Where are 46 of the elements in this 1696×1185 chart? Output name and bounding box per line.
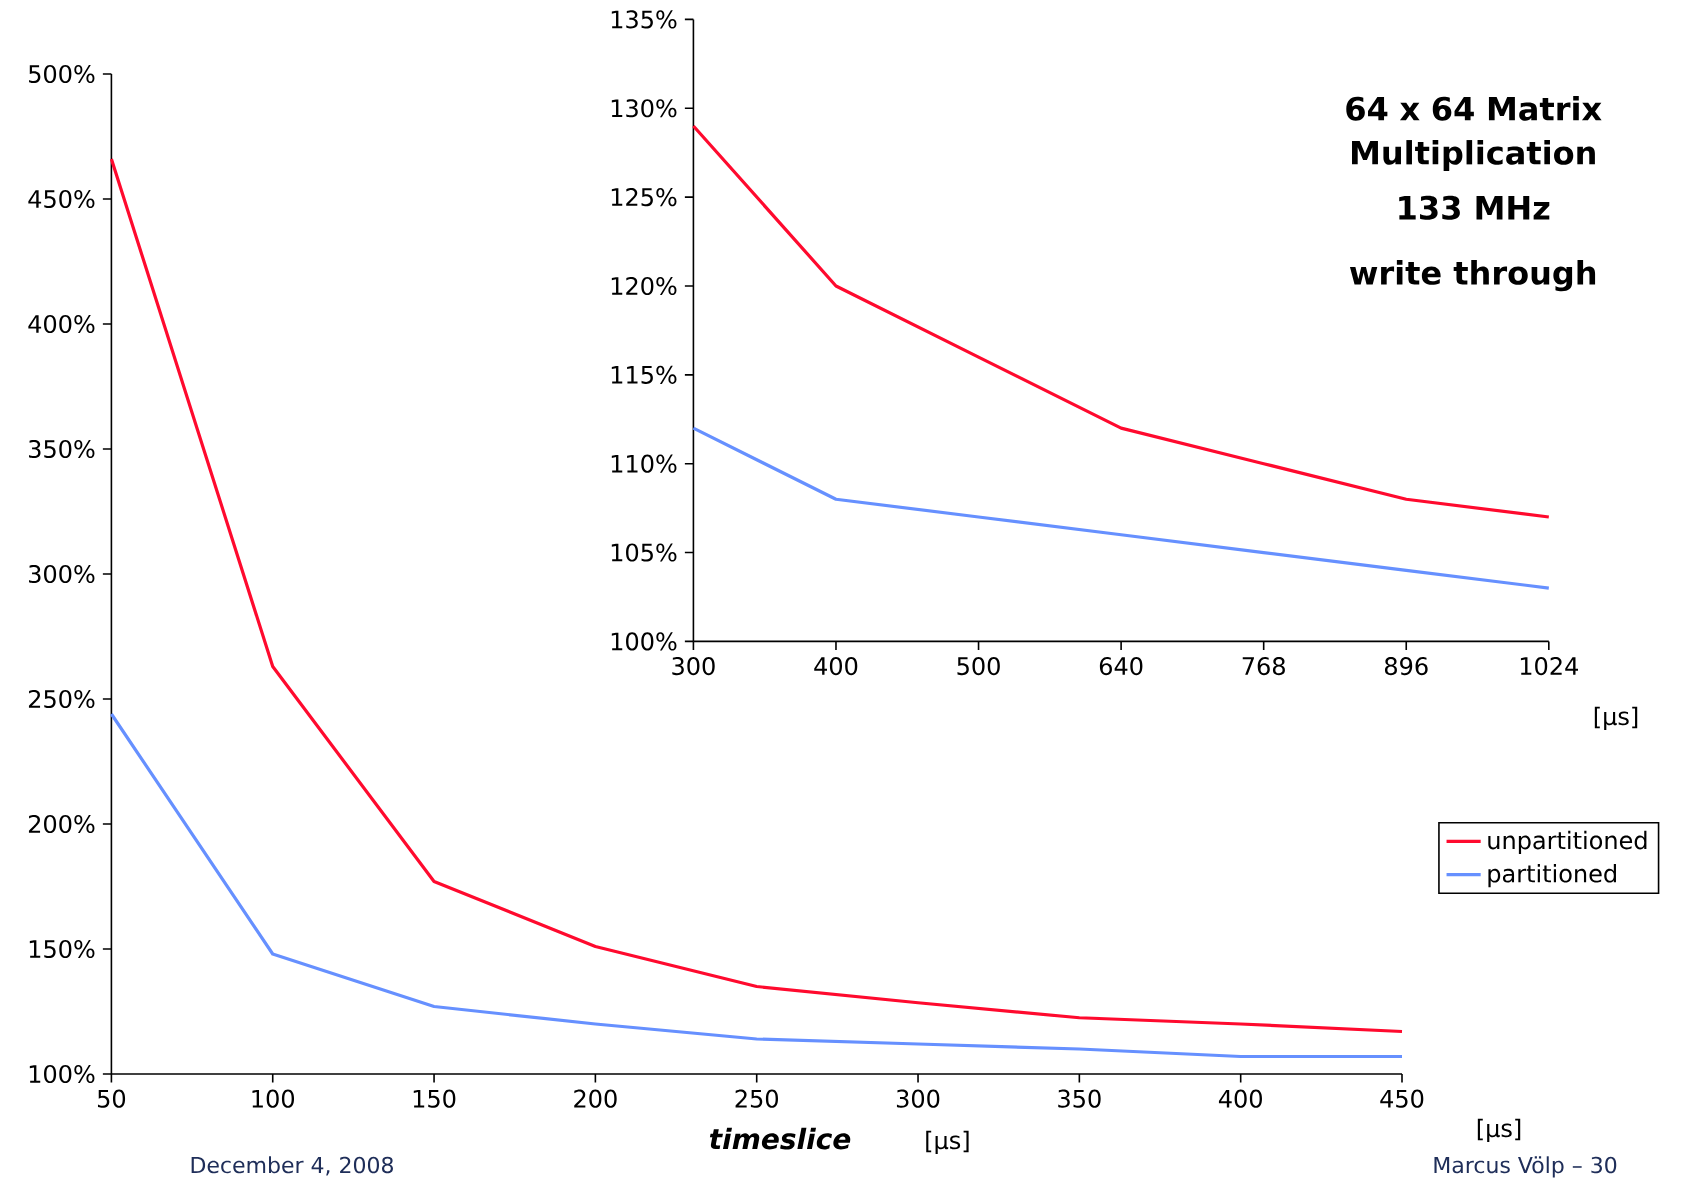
y-tick-label: 450%	[28, 189, 95, 209]
legend-label: partitioned	[1488, 864, 1616, 888]
y-tick-label: 100%	[611, 632, 677, 651]
x-tick-label: 768	[1242, 657, 1285, 676]
x-tick-label: 450	[1380, 1089, 1424, 1108]
text: 133 MHz	[1399, 195, 1550, 220]
x-tick-label: 250	[735, 1089, 778, 1108]
x-tick-label: 500	[957, 657, 1000, 676]
y-tick-label: 135%	[611, 10, 677, 29]
x-tick-label: 50	[97, 1089, 126, 1108]
text: [µs]	[1477, 1118, 1521, 1142]
y-tick-label: 115%	[611, 365, 677, 384]
text: December 4, 2008	[191, 1156, 393, 1176]
x-axis-title: [µs]	[1594, 706, 1638, 730]
legend-label: unpartitioned	[1488, 830, 1647, 855]
x-axis-title: timeslice	[709, 1127, 851, 1150]
x-tick-label: 896	[1384, 657, 1428, 676]
y-tick-label: 105%	[611, 543, 677, 562]
y-tick-label: 500%	[29, 64, 95, 84]
x-tick-label: 300	[672, 657, 715, 676]
annotation: write through	[1349, 260, 1596, 292]
text: Marcus Völp – 30	[1434, 1156, 1617, 1178]
x-tick-label: 150	[413, 1089, 456, 1108]
y-tick-label: 250%	[28, 689, 95, 709]
text: 64 x 64 Matrix Multiplication	[1346, 96, 1602, 172]
x-tick-label: 640	[1099, 657, 1143, 676]
y-tick-label: 100%	[29, 1064, 95, 1084]
y-tick-label: 120%	[611, 276, 677, 296]
y-tick-label: 300%	[29, 564, 95, 584]
y-tick-label: 400%	[28, 314, 95, 334]
x-tick-label: 400	[814, 657, 858, 676]
y-tick-label: 130%	[611, 99, 677, 118]
y-tick-label: 150%	[29, 939, 95, 959]
line-series	[109, 712, 1404, 1059]
y-tick-label: 350%	[29, 439, 95, 459]
y-tick-label: 125%	[611, 188, 677, 207]
line-series	[691, 426, 1551, 590]
x-tick-label: 100	[252, 1089, 295, 1108]
x-tick-label: 200	[574, 1089, 617, 1108]
text: [µs]	[926, 1130, 969, 1154]
y-tick-label: 200%	[28, 814, 95, 834]
y-tick-label: 110%	[611, 454, 677, 473]
x-tick-label: 400	[1218, 1089, 1262, 1108]
x-tick-label: 350	[1058, 1089, 1101, 1108]
x-tick-label: 1024	[1520, 657, 1578, 676]
x-tick-label: 300	[896, 1089, 940, 1108]
